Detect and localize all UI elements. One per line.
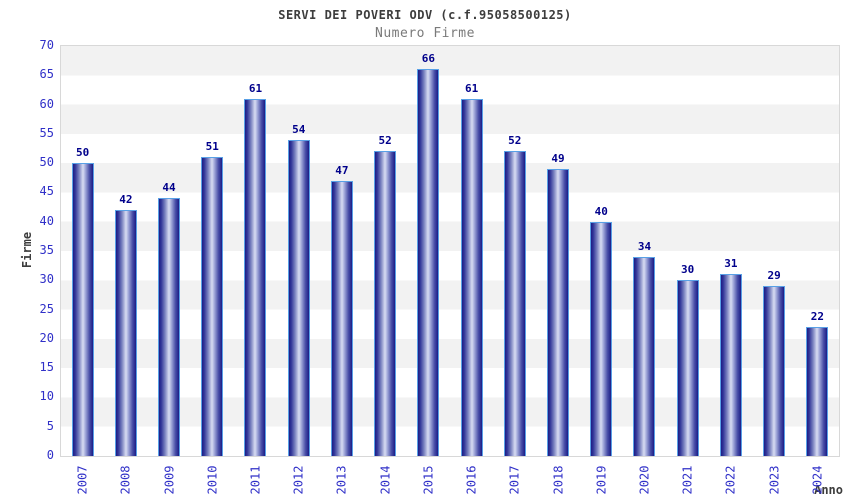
x-tick-label: 2012 xyxy=(291,465,306,495)
bar xyxy=(330,180,353,456)
bar xyxy=(201,157,224,456)
y-tick-label: 30 xyxy=(39,272,54,287)
bar-value-label: 40 xyxy=(594,204,608,218)
bar-slot: 51 2010 xyxy=(191,46,234,494)
chart-subtitle: Numero Firme xyxy=(375,26,475,41)
x-tick-label: 2014 xyxy=(378,465,393,495)
bar xyxy=(114,210,137,456)
x-tick-label: 2020 xyxy=(637,465,652,495)
x-axis-title: Anno xyxy=(814,483,843,497)
y-axis: 0 5 10 15 20 25 30 35 40 45 50 55 60 65 70 xyxy=(0,38,54,462)
bar xyxy=(244,98,267,456)
bar-slot: 22 2024 xyxy=(796,46,839,494)
x-tick-label: 2011 xyxy=(248,465,263,495)
bar-value-label: 29 xyxy=(767,269,781,283)
bar-slot: 66 2015 xyxy=(407,46,450,494)
bar-slot: 40 2019 xyxy=(580,46,623,494)
bar-slot: 29 2023 xyxy=(753,46,796,494)
x-tick-label: 2022 xyxy=(723,465,738,495)
bar-value-label: 61 xyxy=(464,81,479,95)
y-tick-label: 40 xyxy=(39,213,54,228)
bar xyxy=(71,163,94,456)
bar-slot: 47 2013 xyxy=(320,46,363,494)
y-tick-label: 60 xyxy=(39,96,54,111)
bar xyxy=(633,256,656,456)
plot-area: 50 2007 42 2008 44 2009 51 2010 61 2011 54 2012 47 20… xyxy=(60,45,840,494)
bar xyxy=(547,169,570,456)
bar-slot: 54 2012 xyxy=(277,46,320,494)
x-tick-label: 2008 xyxy=(118,465,133,495)
bar-value-label: 42 xyxy=(119,193,133,206)
chart-title: SERVI DEI POVERI ODV (c.f.95058500125) xyxy=(278,8,572,22)
y-tick-label: 50 xyxy=(39,155,54,170)
x-tick-label: 2015 xyxy=(421,465,436,495)
bar-value-label: 52 xyxy=(508,134,522,148)
x-tick-label: 2007 xyxy=(75,465,90,495)
bar-value-label: 54 xyxy=(292,122,306,136)
y-tick-label: 65 xyxy=(39,67,54,82)
x-tick-label: 2009 xyxy=(162,465,177,495)
bar xyxy=(676,280,699,456)
bar xyxy=(287,139,310,456)
bar-value-label: 50 xyxy=(75,146,90,160)
bar-slot: 52 2014 xyxy=(364,46,407,494)
x-tick-label: 2013 xyxy=(334,465,349,495)
bar xyxy=(460,98,483,456)
y-tick-label: 5 xyxy=(46,418,54,433)
x-tick-label: 2010 xyxy=(205,465,220,495)
bar-value-label: 47 xyxy=(335,163,349,177)
bar-slot: 49 2018 xyxy=(536,46,579,494)
y-tick-label: 0 xyxy=(46,448,54,462)
x-tick-label: 2018 xyxy=(551,465,566,495)
y-tick-label: 55 xyxy=(39,125,54,140)
bar-value-label: 31 xyxy=(724,257,738,271)
y-tick-label: 45 xyxy=(39,184,54,199)
bar-slot: 30 2021 xyxy=(666,46,709,494)
bar-slot: 50 2007 xyxy=(61,46,104,494)
bar xyxy=(158,198,181,456)
bar-slot: 42 2008 xyxy=(104,46,147,494)
bar-value-label: 34 xyxy=(637,239,652,253)
bar-slot: 34 2020 xyxy=(623,46,666,494)
x-tick-label: 2024 xyxy=(810,465,825,495)
y-tick-label: 70 xyxy=(39,38,54,52)
y-tick-label: 15 xyxy=(39,360,54,375)
bar-value-label: 49 xyxy=(551,152,565,165)
x-tick-label: 2016 xyxy=(464,465,479,495)
bar-value-label: 61 xyxy=(248,81,263,95)
bar-value-label: 51 xyxy=(205,140,219,154)
bar xyxy=(763,286,786,456)
bar-value-label: 22 xyxy=(810,310,824,324)
bar-slots: 50 2007 42 2008 44 2009 51 2010 61 2011 54 2012 47 20… xyxy=(61,46,839,494)
bar xyxy=(590,221,613,456)
x-tick-label: 2017 xyxy=(507,465,522,495)
y-tick-label: 25 xyxy=(39,301,54,316)
bar-slot: 52 2017 xyxy=(493,46,536,494)
bar-slot: 61 2011 xyxy=(234,46,277,494)
y-tick-label: 20 xyxy=(39,330,54,345)
bar-value-label: 44 xyxy=(162,181,176,195)
bar xyxy=(806,327,829,456)
bar xyxy=(719,274,742,456)
bar xyxy=(417,69,440,456)
bar-slot: 44 2009 xyxy=(147,46,190,494)
bar-value-label: 30 xyxy=(681,263,695,277)
y-tick-label: 35 xyxy=(39,243,54,257)
bar-slot: 31 2022 xyxy=(709,46,752,494)
bar-value-label: 66 xyxy=(421,52,435,66)
bar xyxy=(503,151,526,456)
bar xyxy=(374,151,397,456)
x-tick-label: 2019 xyxy=(594,465,609,495)
x-tick-label: 2023 xyxy=(767,465,782,495)
x-tick-label: 2021 xyxy=(680,465,695,495)
bar-value-label: 52 xyxy=(378,134,392,148)
bar-slot: 61 2016 xyxy=(450,46,493,494)
y-tick-label: 10 xyxy=(39,389,54,404)
